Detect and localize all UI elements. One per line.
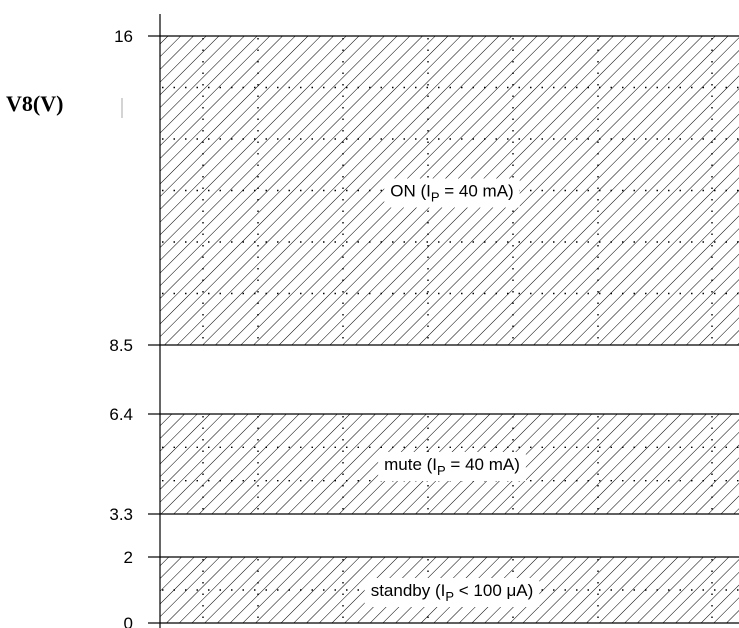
region-label-subscript: P	[431, 190, 440, 205]
y-tick-label: 2	[124, 548, 133, 567]
y-tick-label: 6.4	[109, 405, 133, 424]
region-on-label-background	[384, 178, 520, 208]
region-on-label: ON (IP = 40 mA)	[390, 182, 513, 205]
region-label-main: mute (I	[384, 455, 437, 474]
region-label-subscript: P	[445, 589, 454, 604]
region-label-main: standby (I	[371, 581, 446, 600]
labels-layer: ON (IP = 40 mA)mute (IP = 40 mA)standby …	[364, 178, 540, 607]
region-label-rest: = 40 mA)	[440, 182, 514, 201]
region-label-subscript: P	[437, 463, 446, 478]
region-label-main: ON (I	[390, 182, 431, 201]
y-tick-label: 0	[124, 614, 133, 628]
region-label-rest: < 100 μA)	[454, 581, 533, 600]
y-tick-label: 16	[114, 27, 133, 46]
region-mute-label: mute (IP = 40 mA)	[384, 455, 520, 478]
region-mute-label-background	[378, 452, 526, 481]
region-standby-label-background	[364, 578, 540, 607]
y-tick-label: 8.5	[109, 336, 133, 355]
regions-layer	[160, 35, 739, 624]
region-standby-label: standby (IP < 100 μA)	[371, 581, 534, 604]
ticks-layer: 16 8.5 6.4 3.3 2 0	[109, 27, 160, 628]
region-label-rest: = 40 mA)	[446, 455, 520, 474]
axis-title: V8(V)	[6, 91, 63, 116]
y-tick-label: 3.3	[109, 505, 133, 524]
